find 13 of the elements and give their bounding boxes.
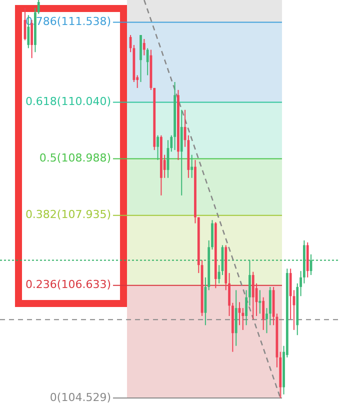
candlestick: [268, 286, 272, 326]
annotation: 0.618(110.040): [25, 95, 111, 108]
candlestick: [190, 154, 194, 178]
annotation: 0.236(106.633): [25, 278, 111, 292]
candlestick: [146, 48, 149, 76]
candlestick: [156, 134, 159, 160]
candlestick: [142, 38, 146, 56]
annotation: 0.382(107.935): [25, 208, 111, 222]
candlestick: [258, 290, 262, 314]
annotation: 0.5(108.988): [39, 152, 111, 165]
candlestick: [252, 271, 254, 320]
annotation: 0(104.529): [50, 390, 111, 404]
candlestick: [262, 296, 265, 330]
